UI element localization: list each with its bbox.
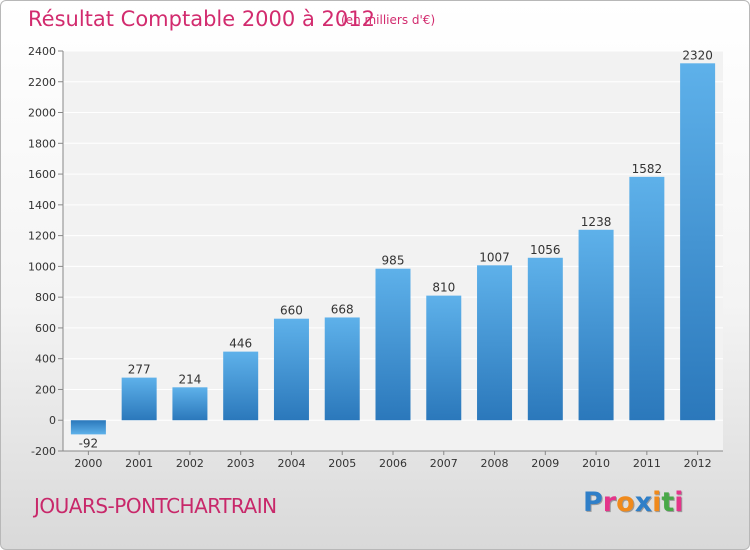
bar-2000 (70, 420, 106, 435)
x-tick-label: 2001 (125, 457, 153, 470)
bar-2001 (121, 377, 157, 421)
x-tick-label: 2000 (74, 457, 102, 470)
x-tick-label: 2002 (176, 457, 204, 470)
y-tick-label: 200 (35, 383, 56, 396)
bar-2004 (273, 318, 309, 421)
logo-letter: P (583, 487, 603, 518)
y-tick-label: 1400 (28, 199, 56, 212)
town-name: JOUARS-PONTCHARTRAIN (34, 494, 277, 518)
data-label: 277 (128, 363, 151, 377)
y-tick-label: 600 (35, 322, 56, 335)
logo-letter: t (661, 487, 675, 518)
data-label: 214 (178, 372, 201, 386)
x-tick-label: 2003 (227, 457, 255, 470)
data-label: 810 (432, 281, 455, 295)
data-label: 1238 (581, 215, 612, 229)
logo-letter: r (602, 487, 617, 518)
y-tick-label: 1000 (28, 260, 56, 273)
logo-letter: i (674, 487, 684, 518)
data-label: 2320 (682, 48, 713, 62)
y-tick-label: 2200 (28, 76, 56, 89)
chart-title: Résultat Comptable 2000 à 2012 (28, 7, 375, 31)
data-label: 1056 (530, 243, 561, 257)
logo-letter: x (634, 487, 653, 518)
y-tick-label: 2000 (28, 107, 56, 120)
data-label: 1582 (632, 162, 663, 176)
bar-2012 (680, 63, 716, 421)
bar-2007 (426, 295, 462, 421)
y-tick-label: 1600 (28, 168, 56, 181)
bar-2006 (375, 268, 411, 421)
bar-2009 (527, 257, 563, 421)
bar-2005 (324, 317, 360, 421)
bar-2008 (477, 265, 513, 421)
y-tick-label: -200 (31, 445, 56, 458)
bar-2011 (629, 176, 665, 421)
bar-2010 (578, 229, 614, 421)
x-tick-label: 2009 (531, 457, 559, 470)
x-tick-label: 2012 (684, 457, 712, 470)
x-tick-label: 2007 (430, 457, 458, 470)
x-tick-label: 2010 (582, 457, 610, 470)
y-tick-label: 400 (35, 353, 56, 366)
y-tick-label: 800 (35, 291, 56, 304)
data-label: 668 (331, 302, 354, 316)
chart-subtitle: (en milliers d'€) (341, 13, 436, 27)
y-tick-label: 1200 (28, 230, 56, 243)
x-tick-label: 2008 (481, 457, 509, 470)
x-tick-label: 2004 (277, 457, 305, 470)
y-tick-label: 1800 (28, 137, 56, 150)
data-label: 985 (382, 254, 405, 268)
x-tick-label: 2011 (633, 457, 661, 470)
bar-2002 (172, 387, 208, 421)
logo-letter: i (652, 487, 662, 518)
y-tick-label: 0 (49, 414, 56, 427)
data-label: 660 (280, 304, 303, 318)
data-label: 446 (229, 337, 252, 351)
data-label: 1007 (479, 250, 510, 264)
x-tick-label: 2006 (379, 457, 407, 470)
proxiti-logo: Proxiti (583, 487, 684, 518)
y-tick-label: 2400 (28, 45, 56, 58)
x-tick-label: 2005 (328, 457, 356, 470)
logo-letter: o (616, 487, 635, 518)
data-label: -92 (79, 436, 99, 450)
bar-2003 (223, 351, 259, 421)
